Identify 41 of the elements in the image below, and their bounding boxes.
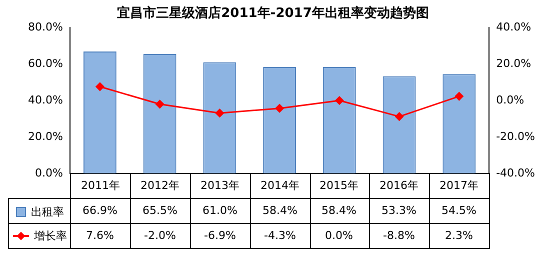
point — [156, 100, 164, 108]
data-label: -2.0% — [130, 223, 191, 250]
legend-label: 增长率 — [34, 230, 67, 243]
y-tick-label: 0.0% — [35, 166, 63, 180]
data-label: 0.0% — [309, 223, 370, 250]
point — [96, 82, 104, 91]
x-tick-label: 2016年 — [369, 173, 430, 200]
data-label: 2.3% — [429, 223, 490, 250]
x-tick-label: 2015年 — [309, 173, 370, 200]
point — [454, 92, 464, 101]
point — [335, 96, 344, 105]
data-label: -6.9% — [190, 223, 251, 250]
data-label: 61.0% — [190, 198, 251, 224]
y-tick-label: 60.0% — [28, 56, 63, 70]
y-tick-label: 40.0% — [28, 93, 63, 106]
data-label: -4.3% — [250, 223, 311, 250]
data-label: 7.6% — [70, 223, 131, 250]
legend-label: 出租率 — [31, 206, 64, 219]
y-tick-label: 20.0% — [28, 130, 63, 143]
point — [395, 112, 404, 121]
data-label: 58.4% — [250, 198, 311, 224]
data-label: -8.8% — [369, 223, 430, 250]
y2-tick-label: 40.0% — [496, 20, 532, 34]
x-tick-label: 2012年 — [130, 173, 191, 200]
data-label: 53.3% — [369, 198, 430, 224]
data-label: 58.4% — [309, 198, 370, 224]
data-label: 65.5% — [130, 198, 191, 224]
data-label: 66.9% — [70, 198, 131, 224]
point — [275, 104, 284, 113]
point — [215, 108, 224, 118]
x-tick-label: 2017年 — [429, 173, 490, 200]
x-tick-label: 2011年 — [70, 173, 131, 200]
y2-tick-label: -40.0% — [496, 166, 536, 180]
y-tick-label: 80.0% — [28, 20, 63, 34]
x-tick-label: 2014年 — [250, 173, 311, 200]
chart-title: 宜昌市三星级酒店2011年-2017年出租率变动趋势图 — [117, 5, 429, 22]
y2-tick-label: 0.0% — [496, 93, 524, 106]
x-tick-label: 2013年 — [190, 173, 251, 200]
y2-tick-label: -20.0% — [496, 130, 536, 143]
y2-tick-label: 20.0% — [496, 56, 532, 70]
data-label: 54.5% — [429, 198, 490, 224]
